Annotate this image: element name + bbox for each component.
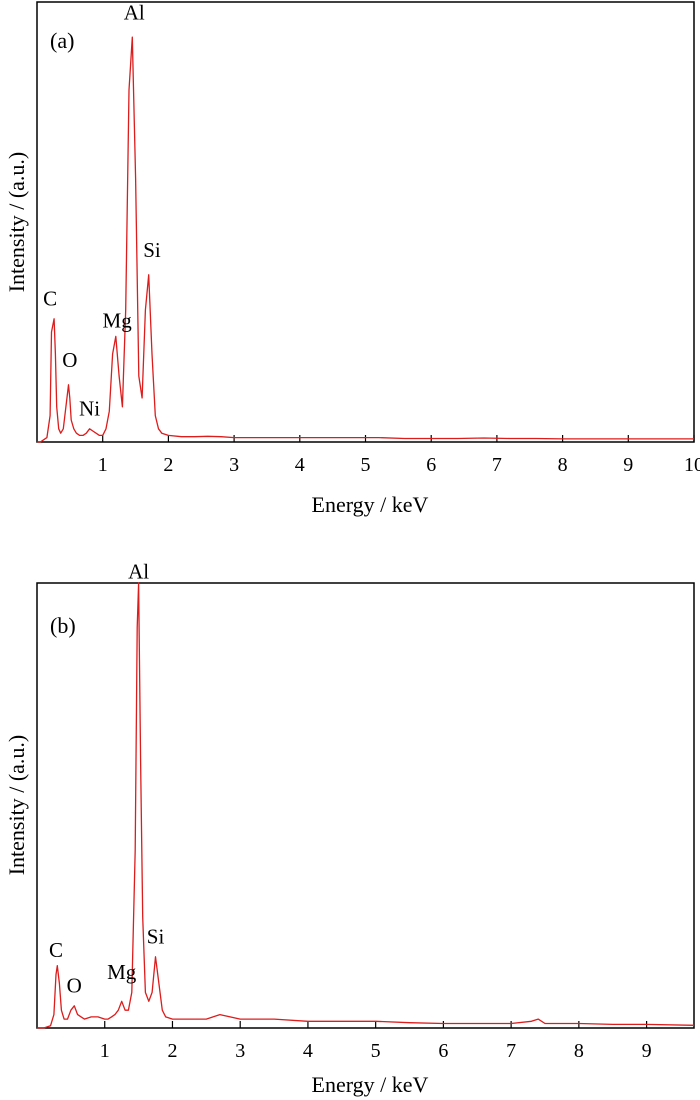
- x-tick-label: 4: [303, 1040, 313, 1062]
- x-tick-label: 4: [295, 454, 305, 476]
- x-axis-ticks-b: 1 2 3 4 5 6 7 8 9: [100, 1021, 652, 1062]
- x-tick-label: 6: [438, 1040, 448, 1062]
- x-tick-label: 3: [235, 1040, 245, 1062]
- x-tick-label: 10: [684, 454, 700, 476]
- x-tick-label: 6: [426, 454, 436, 476]
- x-tick-label: 5: [371, 1040, 381, 1062]
- x-axis-ticks-a: 1 2 3 4 5 6 7 8 9 10: [98, 435, 700, 476]
- x-tick-label: 3: [229, 454, 239, 476]
- peak-label-mg: Mg: [103, 309, 133, 333]
- peak-label-al: Al: [124, 1, 145, 25]
- plot-frame-b: [36, 582, 695, 1029]
- spectrum-line-b: [37, 582, 695, 1029]
- panel-label-a: (a): [50, 28, 74, 53]
- x-tick-label: 9: [623, 454, 633, 476]
- spectrum-line-a: [37, 36, 694, 443]
- spectrum-panel-a: (a) Intensity / (a.u.) Energy / keV 1 2 3 4…: [4, 1, 700, 517]
- x-axis-title-b: Energy / keV: [312, 1072, 429, 1097]
- peak-labels-b: CO Mg Al Si: [49, 560, 164, 998]
- x-tick-label: 2: [163, 454, 173, 476]
- x-tick-label: 1: [98, 454, 108, 476]
- peak-label-c: C: [43, 287, 57, 311]
- x-tick-label: 7: [506, 1040, 516, 1062]
- x-tick-label: 2: [167, 1040, 177, 1062]
- peak-label-ni: Ni: [79, 397, 100, 421]
- peak-label-o: O: [67, 973, 82, 997]
- peak-label-c: C: [49, 938, 63, 962]
- x-tick-label: 7: [492, 454, 502, 476]
- x-axis-title-a: Energy / keV: [312, 492, 429, 517]
- x-tick-label: 8: [574, 1040, 584, 1062]
- peak-label-si: Si: [143, 238, 161, 262]
- y-axis-title-b: Intensity / (a.u.): [4, 735, 29, 876]
- peak-label-o: O: [62, 348, 77, 372]
- peak-label-si: Si: [147, 924, 165, 948]
- plot-frame-a: [36, 1, 695, 443]
- peak-labels-a: C O Ni Mg Al Si: [43, 1, 161, 421]
- panel-label-b: (b): [50, 613, 76, 638]
- x-tick-label: 5: [361, 454, 371, 476]
- x-tick-label: 1: [100, 1040, 110, 1062]
- x-tick-label: 9: [642, 1040, 652, 1062]
- peak-label-al: Al: [128, 560, 149, 584]
- x-tick-label: 8: [558, 454, 568, 476]
- spectrum-panel-b: (b) Intensity / (a.u.) Energy / keV 1 2 3 4…: [4, 560, 695, 1097]
- peak-label-mg: Mg: [107, 960, 137, 984]
- y-axis-title-a: Intensity / (a.u.): [4, 152, 29, 293]
